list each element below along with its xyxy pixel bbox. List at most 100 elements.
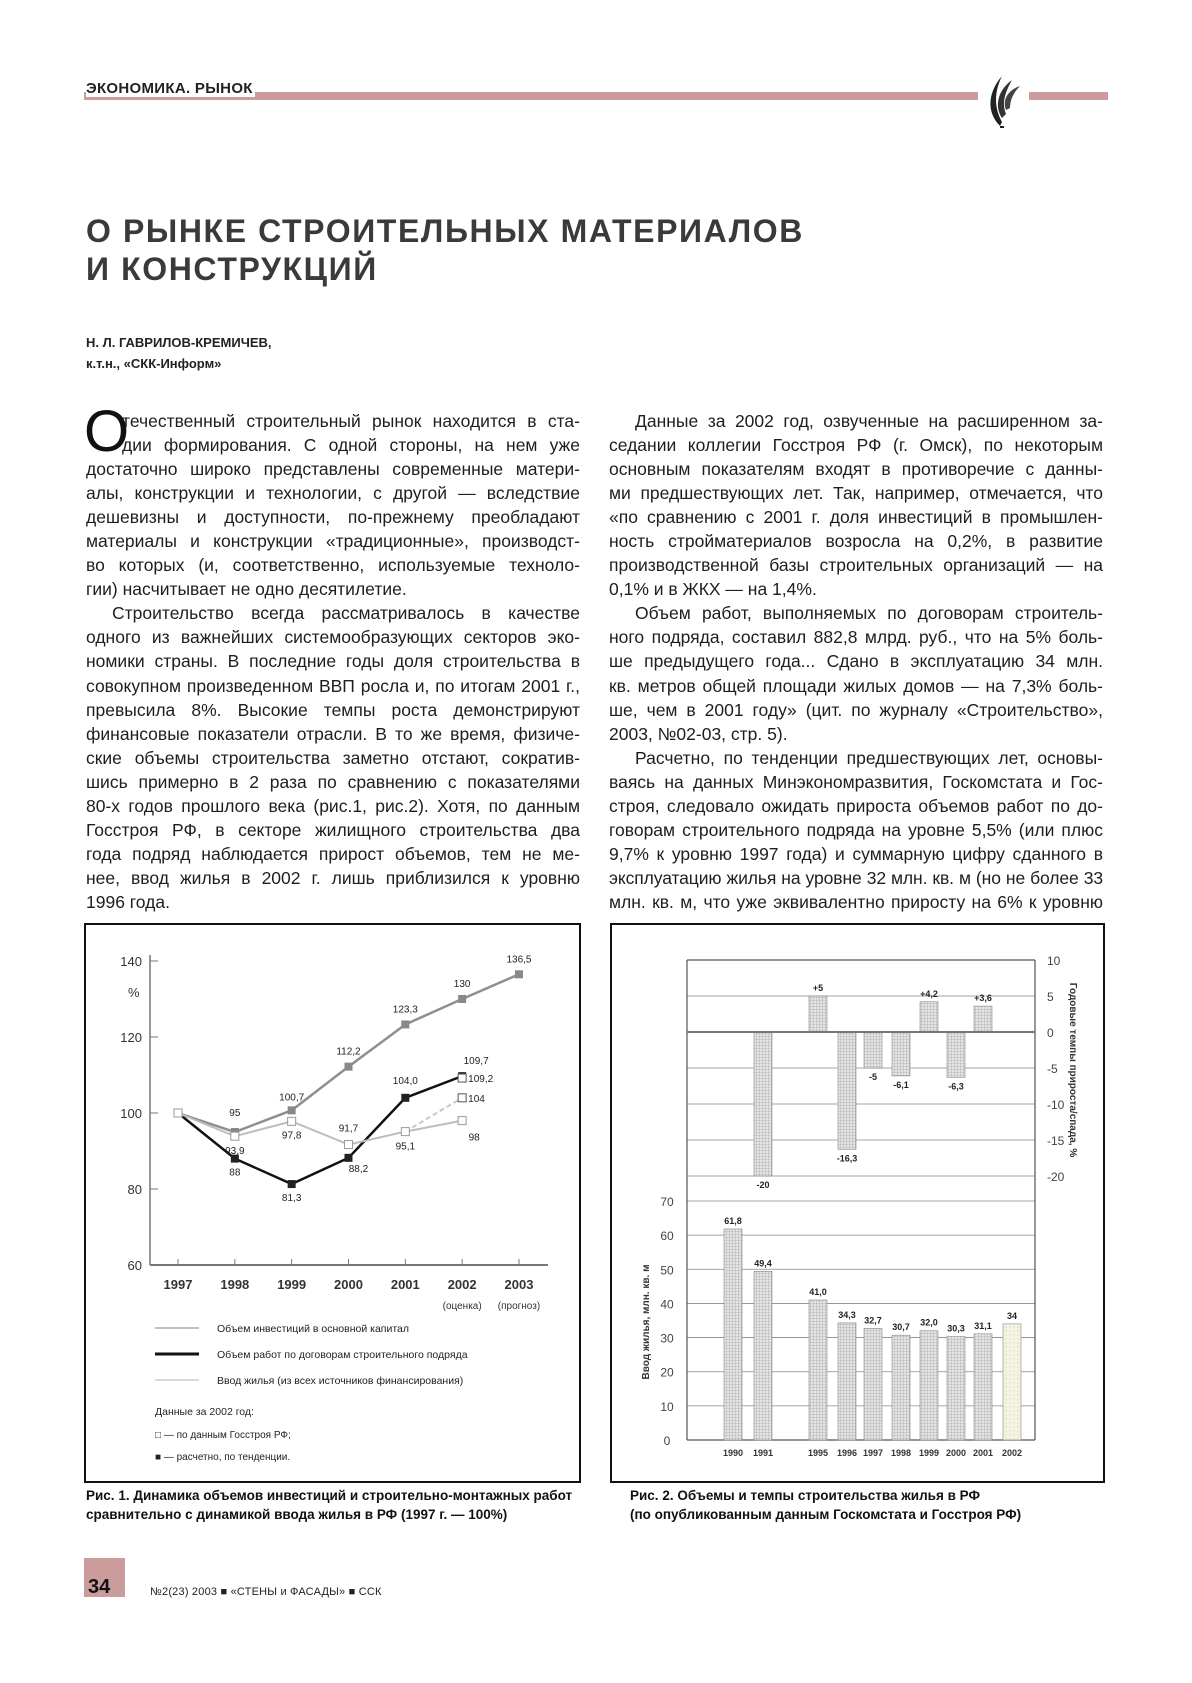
drop-cap: О — [84, 399, 130, 464]
body-text-line: материалы и конструкции «традиционные», … — [86, 531, 580, 552]
volume-bar-label: 34,3 — [838, 1310, 856, 1320]
body-text-line: во которых (и, соответственно, используе… — [86, 555, 580, 576]
data-point — [287, 1106, 296, 1115]
left-tick-label: 0 — [664, 1434, 671, 1448]
growth-bar — [919, 1001, 939, 1033]
data-point — [401, 1020, 410, 1029]
figure-1-caption: Рис. 1. Динамика объемов инвестиций и ст… — [86, 1486, 572, 1524]
x-tick-label: 1997 — [863, 1448, 883, 1458]
data-label: 112,2 — [336, 1047, 361, 1058]
figure-1-frame: 140 120 100 80 60% 1997 1998 1999 2000 2001 2002 (о… — [84, 923, 581, 1483]
body-text-line: 2003, №02-03, стр. 5). — [609, 723, 788, 744]
body-text-line: производственной базы строительных орган… — [609, 555, 1103, 576]
body-text-line: «по сравнению с 2001 г. доля инвестиций … — [609, 507, 1103, 528]
data-point-open — [230, 1131, 240, 1141]
gosstroy-point-open — [457, 1073, 467, 1083]
body-text-line: 1996 года. — [86, 891, 170, 912]
section-label: ЭКОНОМИКА. РЫНОК — [86, 80, 255, 97]
body-text-line: кв. метров общей площади жилых домов — н… — [609, 675, 1103, 696]
body-text-line: ного подряда, составил 882,8 млрд. руб.,… — [609, 627, 1103, 648]
body-column-left: течественный строительный рынок находитс… — [86, 409, 580, 914]
volume-bar — [891, 1334, 911, 1441]
body-text-line: Данные за 2002 год, озвученные на расшир… — [635, 411, 1103, 431]
figure-2-frame: 10 5 0 -5 -10 -15 -20 0 10 20 30 40 50 60 70 Ввод жилья… — [610, 923, 1105, 1483]
gosstroy-data-label: 104 — [468, 1094, 485, 1105]
body-text-line: строя, следовало ожидать прироста объемо… — [609, 795, 1103, 816]
left-tick-label: 60 — [660, 1229, 674, 1243]
body-column-right: Данные за 2002 год, озвученные на расшир… — [609, 409, 1103, 914]
data-label: 130 — [454, 979, 471, 990]
data-point-open — [287, 1116, 297, 1126]
growth-bar-label: +3,6 — [974, 993, 992, 1003]
gosstroy-data-label: 109,2 — [468, 1074, 493, 1085]
growth-bar — [863, 1031, 883, 1069]
y-tick-label: 140 — [120, 954, 142, 969]
growth-bar-label: +4,2 — [920, 989, 938, 999]
figure-2-caption: Рис. 2. Объемы и темпы строительства жил… — [630, 1486, 1021, 1524]
data-point — [401, 1093, 410, 1102]
body-text-line: алы, конструкции и технологии, с другой … — [86, 483, 580, 504]
growth-bar-label: +5 — [813, 983, 823, 993]
volume-bar-label: 34 — [1007, 1311, 1017, 1321]
growth-bar — [891, 1031, 911, 1077]
header-rule-left — [84, 92, 978, 100]
data-label: 95,1 — [396, 1142, 416, 1153]
caption-line: (по опубликованным данным Госкомстата и … — [630, 1507, 1022, 1522]
y-tick-label: 60 — [128, 1258, 142, 1273]
x-tick-label: 1998 — [220, 1277, 249, 1292]
x-tick-note: (оценка) — [443, 1301, 482, 1312]
volume-bar — [863, 1328, 883, 1441]
data-label: 81,3 — [282, 1193, 302, 1204]
caption-line: Рис. 2. Объемы и темпы строительства жил… — [630, 1488, 981, 1503]
growth-bar — [946, 1031, 966, 1078]
x-tick-label: 2003 — [505, 1277, 534, 1292]
volume-bar — [1002, 1323, 1022, 1441]
x-tick-label: 1996 — [837, 1448, 857, 1458]
body-text-line: превысила 8%. Высокие темпы роста демонс… — [86, 699, 580, 720]
right-tick-label: -20 — [1047, 1170, 1065, 1184]
body-text-line: ми предшествующих лет. Так, например, от… — [609, 483, 1103, 504]
body-text-line: номики страны. В последние годы доля стр… — [86, 651, 580, 672]
series-line-2 — [177, 1112, 463, 1146]
volume-bar-label: 30,3 — [947, 1324, 965, 1334]
body-text-line: одного из важнейших системообразующих се… — [86, 627, 580, 648]
y-axis-unit: % — [128, 985, 140, 1000]
y-tick-label: 100 — [120, 1106, 142, 1121]
article-title: О РЫНКЕ СТРОИТЕЛЬНЫХ МАТЕРИАЛОВ И КОНСТР… — [86, 212, 804, 288]
body-text-line: течественный строительный рынок находитс… — [122, 411, 580, 431]
data-point-open — [400, 1127, 410, 1137]
data-label: 100,7 — [279, 1092, 304, 1103]
data-label: 91,7 — [339, 1124, 359, 1135]
right-tick-label: -10 — [1047, 1098, 1065, 1112]
data-point — [514, 970, 523, 979]
data-point-open — [173, 1108, 183, 1118]
author-block: Н. Л. ГАВРИЛОВ-КРЕМИЧЕВ, к.т.н., «СКК-Ин… — [86, 332, 272, 374]
left-tick-label: 20 — [660, 1366, 674, 1380]
data-label: 93,9 — [225, 1146, 245, 1157]
data-label: 109,7 — [464, 1056, 489, 1067]
body-text-line: ность стройматериалов возросла на 0,2%, … — [609, 531, 1103, 552]
body-text-line: ские объемы строительства заметно отстаю… — [86, 747, 580, 768]
legend-note-open: □ — по данным Госстроя РФ; — [155, 1430, 291, 1441]
volume-bar-label: 41,0 — [809, 1287, 827, 1297]
right-tick-label: -15 — [1047, 1134, 1065, 1148]
left-tick-label: 30 — [660, 1332, 674, 1346]
left-tick-label: 50 — [660, 1263, 674, 1277]
volume-bar-label: 61,8 — [724, 1216, 742, 1226]
data-label: 104,0 — [393, 1076, 418, 1087]
data-label: 136,5 — [506, 954, 531, 965]
growth-bar-label: -5 — [869, 1072, 877, 1082]
data-label: 98 — [469, 1133, 481, 1144]
x-tick-label: 2001 — [973, 1448, 993, 1458]
body-text-line: нее, ввод жилья в 2002 г. лишь приблизил… — [86, 867, 580, 888]
volume-bar — [808, 1299, 828, 1441]
gosstroy-point-open — [457, 1093, 467, 1103]
body-text-line: эксплуатацию жилья на уровне 32 млн. кв.… — [609, 867, 1103, 888]
volume-bar-label: 30,7 — [892, 1322, 910, 1332]
body-text-line: дешевизны и доступности, по-прежнему пре… — [86, 507, 580, 528]
body-text-line: Госстроя РФ, в секторе жилищного строите… — [86, 819, 580, 840]
right-axis-title: Годовые темпы прироста/спада, % — [1067, 983, 1078, 1158]
growth-bar — [808, 995, 828, 1033]
y-tick-label: 120 — [120, 1030, 142, 1045]
